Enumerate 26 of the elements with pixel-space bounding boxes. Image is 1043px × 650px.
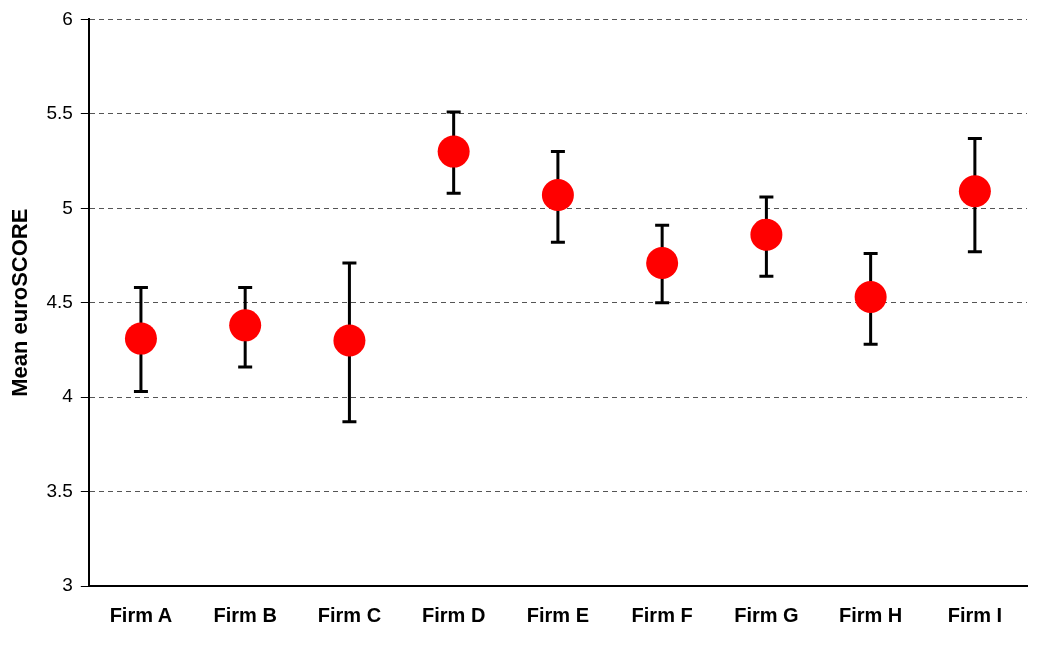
y-tick-label: 5.5	[46, 102, 73, 124]
point	[854, 281, 887, 314]
x-tick-label: Firm G	[734, 603, 799, 626]
x-tick-label: Firm B	[213, 603, 277, 626]
point	[229, 309, 262, 342]
point	[646, 247, 679, 280]
x-tick-label: Firm F	[631, 603, 693, 626]
point	[333, 324, 366, 357]
x-tick-label: Firm D	[421, 603, 486, 626]
x-tick-label: Firm E	[526, 603, 590, 626]
point	[541, 179, 574, 212]
y-tick-label: 3	[62, 574, 73, 596]
y-tick-label: 4.5	[46, 290, 73, 312]
y-tick-label: 6	[62, 7, 73, 29]
point	[750, 218, 783, 251]
x-tick-label: Firm I	[947, 603, 1003, 626]
y-tick-label: 5	[62, 196, 73, 218]
x-tick-label: Firm C	[317, 603, 382, 626]
x-tick-label: Firm A	[109, 603, 173, 626]
point	[958, 175, 991, 208]
y-tick-label: 3.5	[46, 479, 73, 501]
y-axis-title: Mean euroSCORE	[7, 208, 33, 397]
point	[124, 322, 157, 355]
y-tick-label: 4	[62, 385, 74, 407]
x-tick-label: Firm H	[838, 603, 903, 626]
point	[437, 135, 470, 168]
